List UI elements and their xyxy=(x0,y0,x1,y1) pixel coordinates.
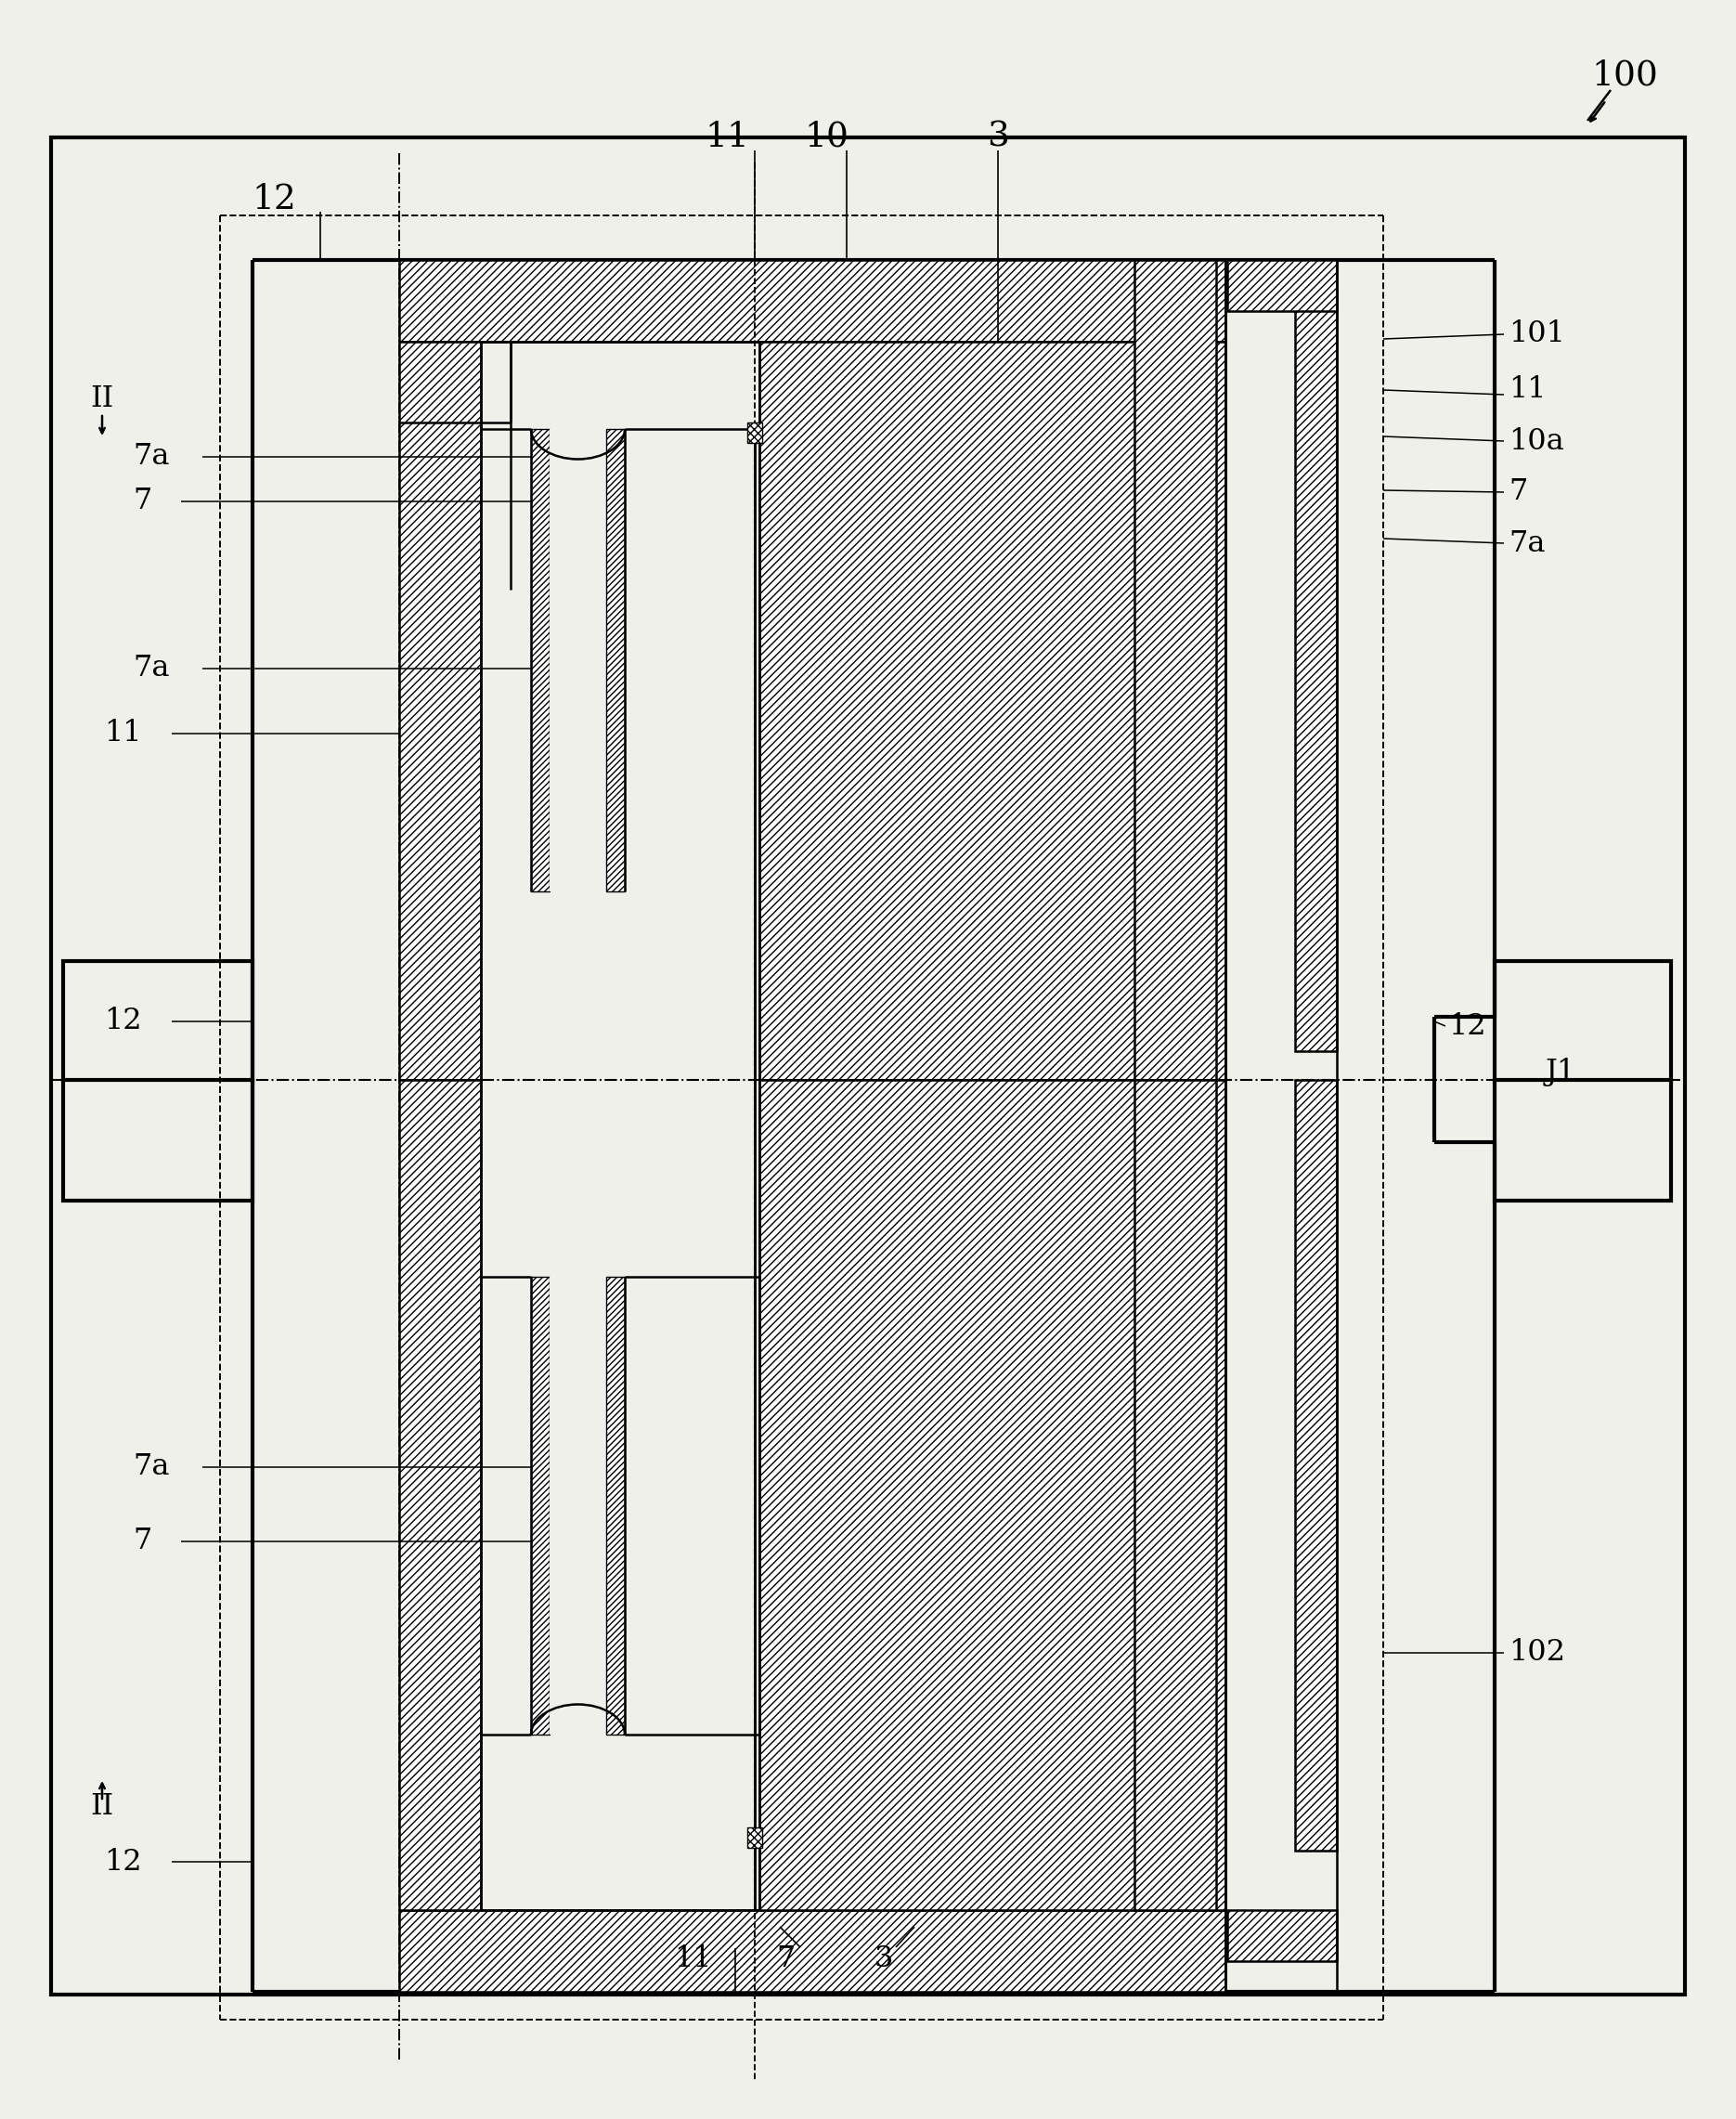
Text: 10: 10 xyxy=(804,121,849,155)
Text: 7: 7 xyxy=(132,1528,151,1555)
Bar xyxy=(746,422,762,443)
Bar xyxy=(399,1081,481,1909)
Text: 11: 11 xyxy=(104,718,142,748)
Bar xyxy=(1295,290,1337,1051)
Bar xyxy=(606,1278,625,1735)
Text: 100: 100 xyxy=(1592,59,1658,93)
Text: 12: 12 xyxy=(252,182,297,216)
Bar xyxy=(399,341,481,1081)
Bar xyxy=(1227,1909,1337,1962)
Bar xyxy=(253,261,1493,1992)
Bar xyxy=(62,1081,252,1201)
Bar xyxy=(531,428,550,892)
Bar xyxy=(550,428,590,892)
Bar xyxy=(531,1278,550,1735)
Text: 3: 3 xyxy=(875,1945,894,1973)
Text: 7a: 7a xyxy=(132,443,170,470)
Bar xyxy=(1495,1081,1672,1201)
Bar xyxy=(606,428,625,892)
Bar xyxy=(399,261,1226,341)
Text: 7: 7 xyxy=(132,487,151,515)
Bar xyxy=(1295,1081,1337,1850)
Text: 12: 12 xyxy=(104,1007,142,1036)
Text: 7: 7 xyxy=(1509,477,1528,506)
Text: 102: 102 xyxy=(1509,1638,1566,1668)
Text: 3: 3 xyxy=(986,121,1009,155)
Bar xyxy=(1227,261,1337,311)
Bar xyxy=(550,1278,590,1735)
Bar xyxy=(50,138,1686,1994)
Text: 7a: 7a xyxy=(132,1454,170,1481)
Text: 12: 12 xyxy=(1448,1011,1486,1040)
Text: II: II xyxy=(90,386,115,413)
Bar xyxy=(481,1081,759,1909)
Bar xyxy=(759,1081,1226,1909)
Text: 7: 7 xyxy=(776,1945,795,1973)
Bar xyxy=(1495,962,1672,1083)
Bar xyxy=(746,1827,762,1848)
Text: 12: 12 xyxy=(104,1848,142,1875)
Text: 11: 11 xyxy=(1509,375,1547,405)
Bar xyxy=(62,962,252,1083)
Bar xyxy=(481,341,759,1081)
Bar xyxy=(1134,1081,1217,1909)
Text: 11: 11 xyxy=(674,1945,712,1973)
Text: J1: J1 xyxy=(1545,1057,1576,1087)
Text: 11: 11 xyxy=(705,121,750,155)
Text: 7a: 7a xyxy=(1509,530,1545,557)
Text: II: II xyxy=(90,1793,115,1820)
Text: 7a: 7a xyxy=(132,655,170,682)
Text: 101: 101 xyxy=(1509,320,1566,350)
Bar xyxy=(1217,261,1227,1081)
Text: 10a: 10a xyxy=(1509,426,1564,456)
Bar xyxy=(759,341,1226,1081)
Bar xyxy=(1134,261,1217,1081)
Bar xyxy=(399,1909,1226,1992)
